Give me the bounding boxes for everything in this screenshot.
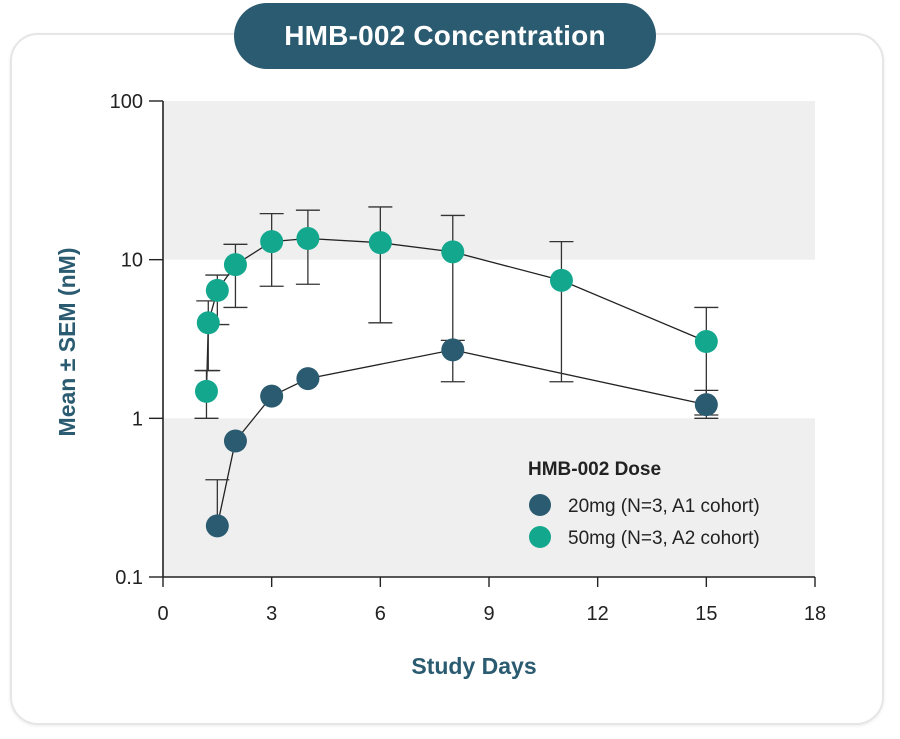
x-axis-title: Study Days (411, 653, 536, 679)
y-tick-label: 100 (110, 91, 143, 113)
data-point-series-1 (549, 268, 573, 292)
data-point-series-1 (196, 311, 220, 335)
y-axis-title: Mean ± SEM (nM) (54, 248, 80, 437)
data-point-series-0 (296, 367, 320, 391)
data-point-series-1 (296, 226, 320, 250)
x-tick-label: 9 (483, 603, 494, 625)
data-point-series-1 (441, 240, 465, 264)
data-point-series-0 (260, 384, 284, 408)
data-point-series-1 (694, 329, 718, 353)
data-points (194, 226, 718, 538)
series-lines (205, 237, 707, 527)
series-line-1 (205, 237, 707, 392)
legend-marker-20mg (529, 494, 551, 516)
decade-band (163, 418, 815, 577)
y-tick-label: 0.1 (115, 567, 143, 589)
legend-label-50mg: 50mg (N=3, A2 cohort) (568, 528, 760, 549)
y-ticks: 0.1 1 10 100 (110, 91, 163, 589)
x-tick-label: 18 (804, 603, 826, 625)
series-line-0 (216, 349, 707, 527)
x-tick-label: 12 (587, 603, 609, 625)
data-point-series-1 (194, 379, 218, 403)
data-point-series-0 (441, 338, 465, 362)
decade-bands (163, 101, 815, 577)
y-tick-label: 10 (121, 250, 143, 272)
x-tick-label: 3 (266, 603, 277, 625)
x-tick-label: 15 (695, 603, 717, 625)
data-point-series-1 (223, 253, 247, 277)
chart-title: HMB-002 Concentration (234, 3, 656, 69)
legend-title: HMB-002 Dose (528, 459, 661, 480)
x-tick-label: 6 (375, 603, 386, 625)
data-point-series-1 (368, 231, 392, 255)
legend-label-20mg: 20mg (N=3, A1 cohort) (568, 496, 760, 517)
y-tick-label: 1 (132, 408, 143, 430)
data-point-series-1 (260, 230, 284, 254)
legend-marker-50mg (529, 526, 551, 548)
data-point-series-1 (205, 278, 229, 302)
legend: HMB-002 Dose 20mg (N=3, A1 cohort) 50mg … (528, 459, 760, 549)
data-point-series-0 (694, 393, 718, 417)
data-point-series-0 (223, 429, 247, 453)
data-point-series-0 (205, 514, 229, 538)
x-ticks: 0 3 6 9 12 15 18 (157, 577, 826, 625)
decade-band (163, 101, 815, 260)
x-tick-label: 0 (157, 603, 168, 625)
